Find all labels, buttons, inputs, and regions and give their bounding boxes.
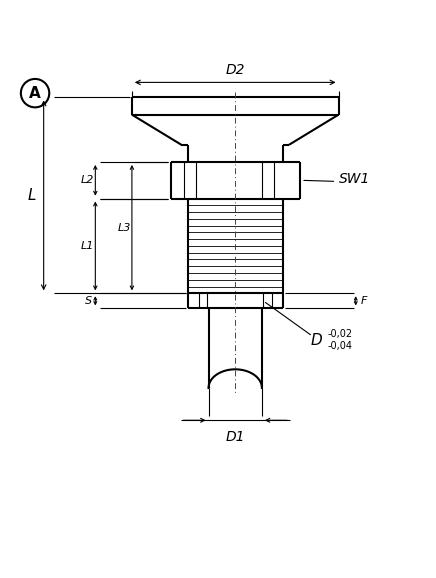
Text: L1: L1 <box>81 241 94 251</box>
Text: D: D <box>310 333 322 348</box>
Text: S: S <box>85 296 92 306</box>
Text: D1: D1 <box>225 430 245 444</box>
Text: -0,04: -0,04 <box>328 341 353 351</box>
Text: F: F <box>360 296 367 306</box>
Text: L3: L3 <box>117 223 131 233</box>
Text: D2: D2 <box>225 63 245 77</box>
Text: A: A <box>29 86 41 101</box>
Text: L2: L2 <box>81 175 94 186</box>
Text: L: L <box>27 188 36 203</box>
Text: SW1: SW1 <box>338 172 370 186</box>
Text: -0,02: -0,02 <box>328 329 353 339</box>
